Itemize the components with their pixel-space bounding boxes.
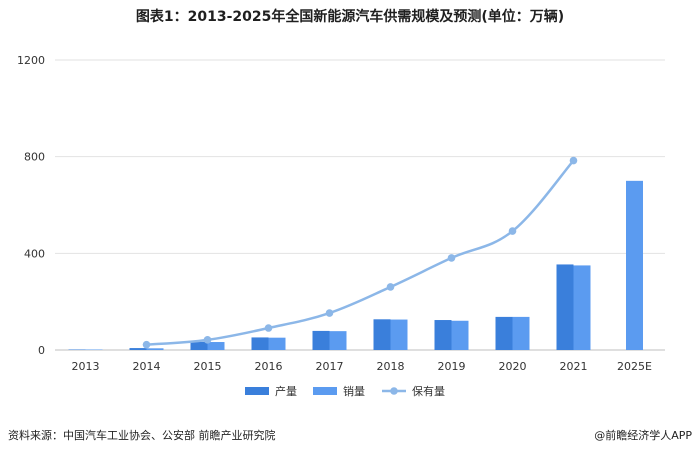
bar-sales [208, 342, 225, 350]
ownership-point [143, 341, 151, 349]
x-tick-label: 2019 [438, 360, 466, 373]
ownership-point [265, 324, 273, 332]
legend-label: 保有量 [412, 384, 445, 398]
bar-production [130, 348, 147, 350]
legend-label: 产量 [275, 384, 297, 398]
bar-production [557, 264, 574, 350]
brand-label: @前瞻经济学人APP [594, 427, 692, 443]
ownership-point [570, 157, 578, 165]
x-tick-label: 2017 [316, 360, 344, 373]
gridlines [55, 60, 665, 253]
bar-sales [452, 321, 469, 350]
y-tick-label: 1200 [17, 54, 45, 67]
bar-production [313, 331, 330, 350]
bar-production [191, 342, 208, 350]
bars [69, 181, 644, 350]
bar-sales [626, 181, 643, 350]
legend-label: 销量 [343, 384, 365, 398]
bar-sales [330, 331, 347, 350]
bar-sales [513, 317, 530, 350]
legend: 产量 销量 保有量 [245, 384, 445, 398]
ownership-point [204, 336, 212, 344]
bar-production [496, 317, 513, 350]
bar-sales [574, 265, 591, 350]
legend-swatch [245, 387, 269, 395]
x-tick-label: 2014 [133, 360, 161, 373]
ownership-point [326, 309, 334, 317]
legend-swatch [313, 387, 337, 395]
bar-sales [147, 348, 164, 350]
y-tick-label: 800 [24, 151, 45, 164]
bar-sales [269, 338, 286, 350]
bar-production [252, 337, 269, 350]
x-tick-label: 2021 [560, 360, 588, 373]
ownership-point [387, 283, 395, 291]
y-tick-label: 0 [38, 344, 45, 357]
x-tick-label: 2013 [72, 360, 100, 373]
x-tick-label: 2016 [255, 360, 283, 373]
source-note: 资料来源：中国汽车工业协会、公安部 前瞻产业研究院 [8, 427, 276, 443]
x-tick-label: 2025E [617, 360, 652, 373]
x-tick-label: 2018 [377, 360, 405, 373]
bar-sales [391, 320, 408, 350]
legend-swatch-marker [390, 387, 398, 395]
ownership-point [509, 227, 517, 235]
y-tick-label: 400 [24, 247, 45, 260]
x-tick-label: 2020 [499, 360, 527, 373]
ownership-point [448, 254, 456, 262]
bar-production [435, 320, 452, 350]
bar-production [374, 319, 391, 350]
x-tick-label: 2015 [194, 360, 222, 373]
